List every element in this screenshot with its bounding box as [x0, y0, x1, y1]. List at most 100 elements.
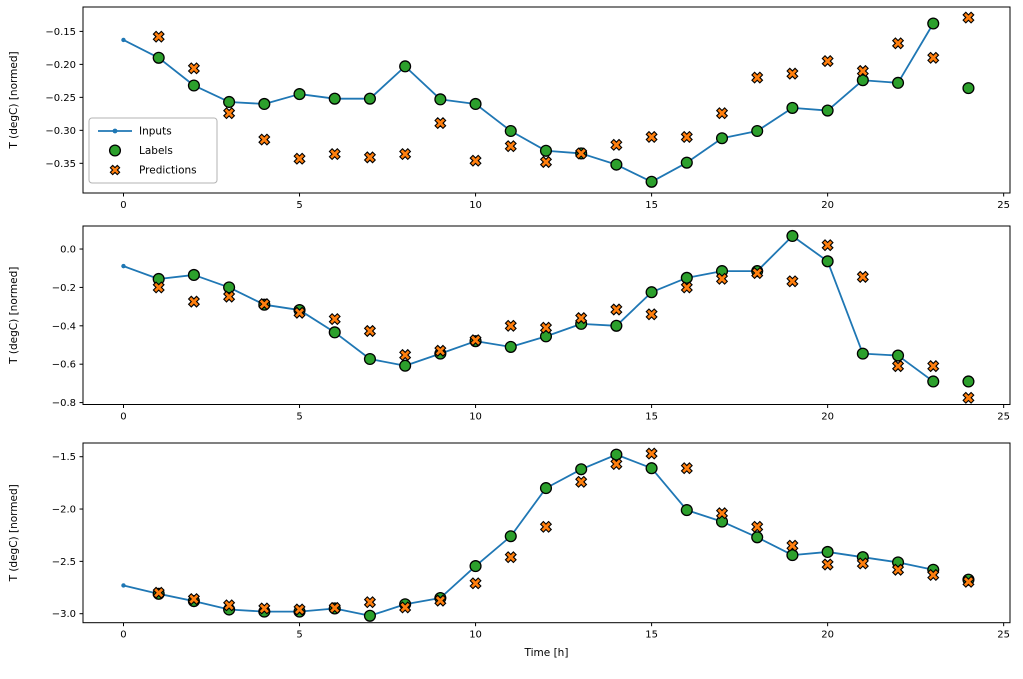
predictions-point [328, 601, 341, 615]
y-tick-label: −2.0 [52, 505, 76, 516]
predictions-point [187, 295, 200, 308]
x-tick-label: 20 [821, 200, 834, 211]
labels-point [962, 82, 975, 95]
predictions-point [363, 596, 377, 609]
labels-point [610, 158, 623, 171]
predictions-point [328, 148, 341, 161]
y-tick-label: −0.25 [45, 93, 76, 104]
y-tick-label: 0.0 [60, 245, 76, 256]
inputs-point-dot [121, 37, 126, 43]
predictions-point [680, 281, 693, 294]
labels-point [293, 88, 306, 101]
predictions-point [786, 275, 799, 288]
predictions-point [891, 563, 905, 576]
labels-point [539, 482, 553, 495]
predictions-point [434, 344, 447, 357]
x-tick-label: 0 [120, 630, 126, 641]
predictions-point [504, 319, 517, 332]
x-tick-label: 5 [296, 200, 302, 211]
predictions-point [821, 55, 834, 68]
predictions-point [434, 117, 447, 130]
y-tick-label: −1.5 [52, 452, 76, 463]
predictions-point [962, 391, 975, 404]
predictions-series [152, 11, 975, 169]
labels-point [645, 462, 658, 475]
predictions-point [293, 306, 306, 319]
predictions-point [645, 130, 658, 144]
legend-entry-label: Predictions [139, 165, 197, 177]
inputs-line [123, 453, 934, 617]
labels-point [891, 76, 905, 89]
predictions-point [328, 313, 341, 326]
labels-series [152, 229, 975, 388]
labels-point [786, 549, 799, 562]
legend-entry-label: Labels [139, 145, 173, 157]
predictions-point [821, 558, 834, 571]
predictions-point [258, 602, 271, 615]
labels-point [927, 17, 940, 30]
labels-point [258, 97, 271, 111]
x-tick-label: 20 [821, 630, 834, 641]
predictions-point [152, 281, 165, 294]
predictions-point [751, 520, 764, 533]
predictions-point [645, 308, 658, 321]
legend-predictions-x-icon [109, 164, 121, 176]
labels-point [645, 175, 658, 188]
x-tick-label: 20 [821, 412, 834, 423]
labels-point [962, 375, 975, 388]
predictions-point [539, 155, 553, 169]
labels-point [856, 347, 869, 360]
predictions-point [539, 321, 553, 334]
x-tick-label: 25 [997, 200, 1010, 211]
x-tick-label: 5 [296, 630, 302, 641]
predictions-point [469, 154, 482, 167]
predictions-point [927, 568, 940, 582]
x-tick-label: 10 [469, 630, 482, 641]
predictions-point [715, 507, 729, 520]
labels-point [469, 560, 482, 573]
legend: Inputs Labels Predictions [88, 117, 218, 184]
labels-point [328, 92, 341, 105]
axes-frame [82, 442, 1011, 624]
predictions-series [152, 447, 975, 616]
y-tick-label: −2.5 [52, 557, 76, 568]
labels-point [223, 95, 236, 109]
predictions-point [856, 557, 869, 570]
inputs-point-dot [121, 263, 126, 269]
x-tick-label: 5 [296, 412, 302, 423]
labels-point [715, 132, 729, 145]
labels-series [152, 17, 975, 188]
labels-point [187, 268, 200, 281]
predictions-point [715, 272, 729, 285]
predictions-point [927, 360, 940, 373]
predictions-point [680, 130, 693, 144]
y-axis-label: T (degC) [normed] [8, 267, 20, 365]
predictions-point [399, 348, 412, 362]
predictions-point [363, 151, 377, 164]
predictions-point [680, 462, 693, 475]
labels-point [399, 359, 412, 372]
x-tick-label: 15 [645, 412, 658, 423]
predictions-point [152, 586, 165, 599]
predictions-point [504, 551, 517, 564]
labels-point [504, 530, 517, 543]
inputs-line [123, 235, 934, 383]
legend-box [88, 117, 218, 184]
predictions-point [223, 599, 236, 612]
predictions-point [223, 107, 236, 120]
predictions-point [751, 266, 764, 280]
predictions-point [856, 270, 869, 283]
inputs-series [121, 21, 936, 184]
labels-point [786, 229, 799, 243]
labels-point [363, 352, 376, 366]
x-tick-label: 15 [645, 630, 658, 641]
labels-point [399, 60, 412, 73]
predictions-series [152, 239, 975, 404]
axes-frame [82, 225, 1011, 405]
predictions-point [469, 577, 482, 590]
labels-point [434, 93, 447, 106]
predictions-point [645, 447, 658, 460]
predictions-point [891, 37, 905, 50]
labels-point [645, 286, 658, 299]
labels-point [610, 319, 623, 332]
